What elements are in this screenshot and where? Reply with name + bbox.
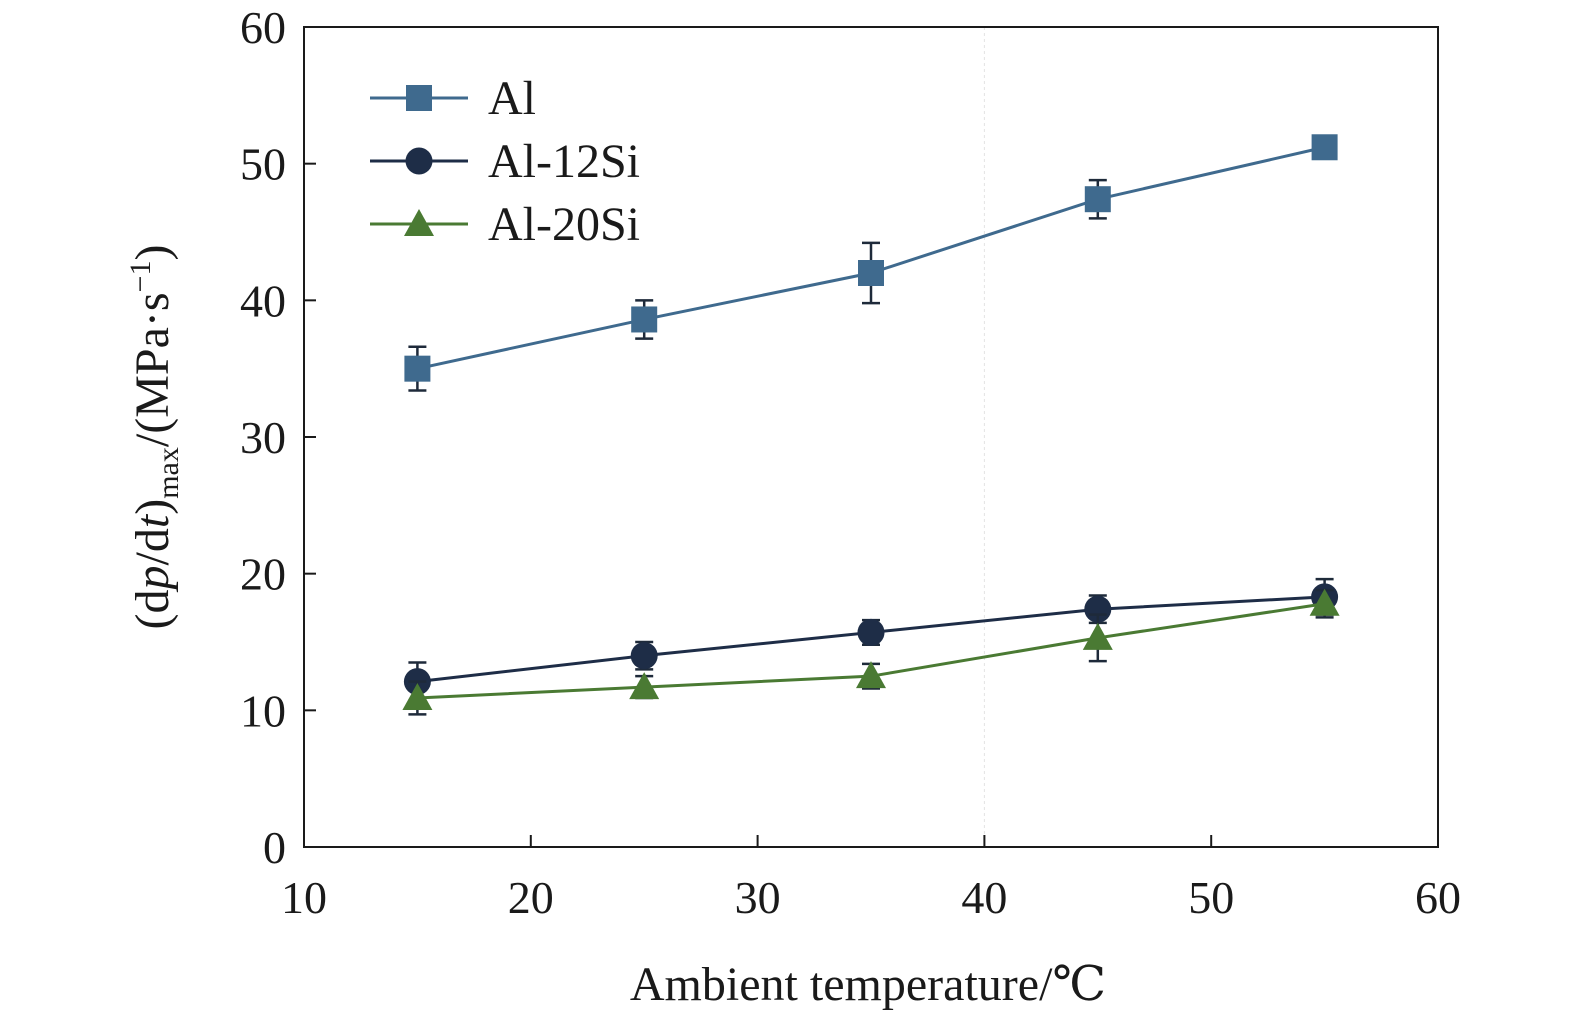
- legend-item-al-12si: Al-12Si: [370, 135, 640, 188]
- y-axis-title: (dp/dt)max/(MPa·s−1): [124, 245, 185, 630]
- legend-label-al: Al: [488, 72, 536, 125]
- data-point-al-15: [404, 355, 431, 382]
- y-tick-label-50: 50: [240, 139, 286, 190]
- x-tick-label-40: 40: [961, 872, 1007, 923]
- y-title-subscript: max: [152, 447, 185, 499]
- data-point-al-55: [1311, 134, 1338, 161]
- data-point-al-12si-35: [857, 618, 885, 646]
- legend-label-al-12si: Al-12Si: [488, 135, 640, 188]
- x-tick-label-10: 10: [281, 872, 327, 923]
- y-tick-label-30: 30: [240, 412, 286, 463]
- data-point-al-20si-25: [629, 672, 660, 700]
- legend-item-al: Al: [370, 72, 536, 125]
- data-point-al-25: [631, 306, 658, 333]
- y-title-slash: /d: [126, 528, 179, 565]
- data-point-al-20si-55: [1309, 588, 1340, 616]
- x-tick-label-30: 30: [735, 872, 781, 923]
- y-title-prefix: (d: [126, 589, 179, 629]
- series-layer: [402, 134, 1340, 716]
- legend-marker-al-12si: [405, 147, 433, 175]
- data-point-al-20si-15: [402, 683, 433, 711]
- x-tick-label-60: 60: [1415, 872, 1461, 923]
- y-title-close: ): [126, 499, 179, 515]
- y-title-unit: /(MPa·s: [126, 292, 179, 447]
- x-tick-label-50: 50: [1188, 872, 1234, 923]
- series-al-20si: [402, 588, 1340, 716]
- y-title-t: t: [126, 513, 179, 528]
- legend-marker-al: [406, 85, 432, 111]
- plot-background: [304, 27, 1438, 847]
- y-title-p: p: [126, 565, 179, 592]
- y-axis: 0 10 20 30 40 50 60: [240, 2, 316, 873]
- y-tick-label-40: 40: [240, 275, 286, 326]
- data-point-al-45: [1084, 186, 1111, 213]
- y-tick-label-20: 20: [240, 549, 286, 600]
- legend-item-al-20si: Al-20Si: [370, 198, 640, 251]
- x-axis-title: Ambient temperature/℃: [630, 958, 1106, 1011]
- x-axis: 10 20 30 40 50 60: [281, 835, 1461, 923]
- legend-label-al-20si: Al-20Si: [488, 198, 640, 251]
- x-tick-label-20: 20: [508, 872, 554, 923]
- data-point-al-12si-25: [630, 642, 658, 670]
- y-tick-label-60: 60: [240, 2, 286, 53]
- legend-marker-al-20si: [404, 209, 434, 236]
- legend: Al Al-12Si Al-20Si: [370, 72, 640, 251]
- data-point-al-20si-35: [856, 661, 886, 689]
- series-al: [404, 134, 1338, 392]
- y-tick-label-0: 0: [263, 822, 286, 873]
- data-point-al-35: [858, 260, 884, 286]
- data-point-al-20si-45: [1082, 622, 1113, 650]
- y-title-unit-close: ): [126, 245, 179, 261]
- y-title-superscript: −1: [124, 261, 157, 293]
- y-tick-label-10: 10: [240, 685, 286, 736]
- data-point-al-12si-45: [1084, 595, 1112, 623]
